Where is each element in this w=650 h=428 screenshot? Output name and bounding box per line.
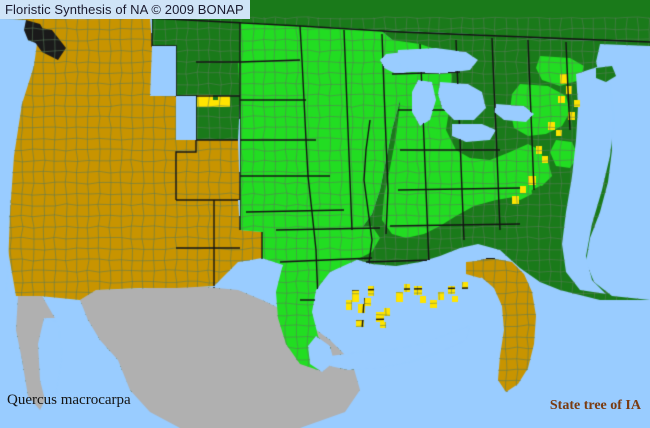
map-title: Floristic Synthesis of NA © 2009 BONAP [0,0,250,19]
state-tree-label: State tree of IA [549,398,641,413]
species-name-label: Quercus macrocarpa [7,392,131,408]
